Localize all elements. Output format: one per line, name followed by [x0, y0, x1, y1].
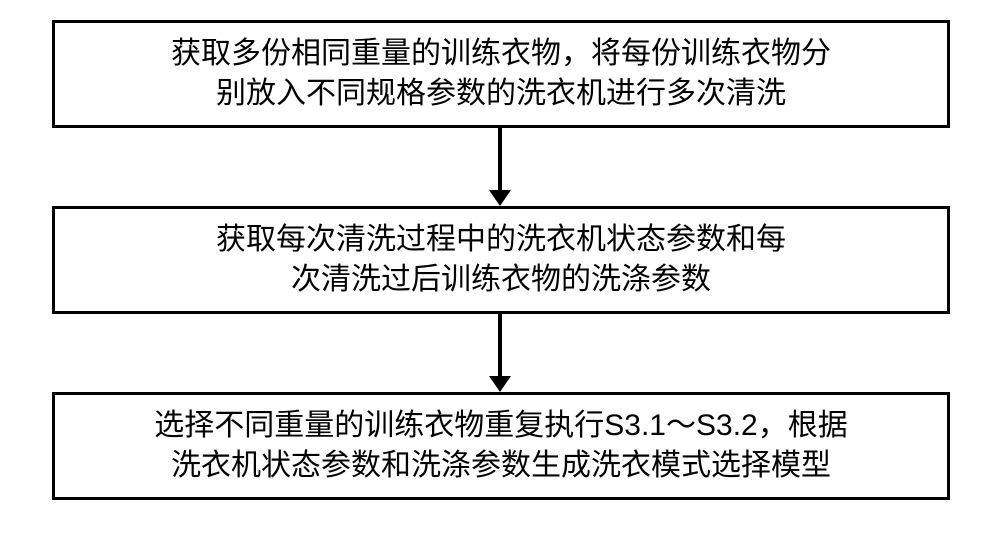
arrow-1-head-icon	[489, 190, 511, 206]
arrow-2-head-icon	[489, 376, 511, 392]
flow-node-step1: 获取多份相同重量的训练衣物，将每份训练衣物分 别放入不同规格参数的洗衣机进行多次…	[52, 20, 950, 128]
flow-node-step2: 获取每次清洗过程中的洗衣机状态参数和每 次清洗过后训练衣物的洗涤参数	[52, 206, 950, 314]
flow-node-step1-line1: 获取多份相同重量的训练衣物，将每份训练衣物分	[171, 37, 831, 70]
flow-node-step3-text: 选择不同重量的训练衣物重复执行S3.1～S3.2，根据 洗衣机状态参数和洗涤参数…	[154, 406, 847, 487]
flow-node-step2-text: 获取每次清洗过程中的洗衣机状态参数和每 次清洗过后训练衣物的洗涤参数	[216, 220, 786, 301]
flow-node-step2-line1: 获取每次清洗过程中的洗衣机状态参数和每	[216, 223, 786, 256]
flow-node-step3-line1: 选择不同重量的训练衣物重复执行S3.1～S3.2，根据	[154, 409, 847, 442]
flow-node-step3-line2: 洗衣机状态参数和洗涤参数生成洗衣模式选择模型	[171, 449, 831, 482]
arrow-1-line	[498, 128, 502, 190]
arrow-2-line	[498, 314, 502, 376]
flow-node-step1-line2: 别放入不同规格参数的洗衣机进行多次清洗	[216, 77, 786, 110]
flow-node-step2-line2: 次清洗过后训练衣物的洗涤参数	[291, 263, 711, 296]
flow-node-step3: 选择不同重量的训练衣物重复执行S3.1～S3.2，根据 洗衣机状态参数和洗涤参数…	[52, 392, 950, 500]
flow-node-step1-text: 获取多份相同重量的训练衣物，将每份训练衣物分 别放入不同规格参数的洗衣机进行多次…	[171, 34, 831, 115]
flowchart-canvas: 获取多份相同重量的训练衣物，将每份训练衣物分 别放入不同规格参数的洗衣机进行多次…	[0, 0, 1000, 555]
